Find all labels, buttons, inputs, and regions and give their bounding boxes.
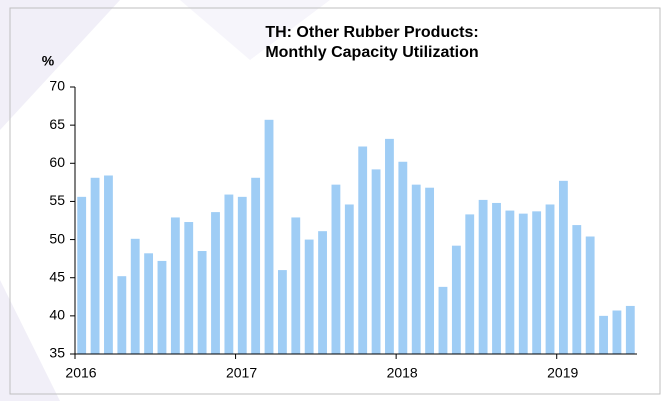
bar [251, 177, 261, 354]
background-shape [0, 0, 120, 130]
background-shape [0, 280, 60, 401]
bar [211, 212, 220, 354]
bar [130, 238, 140, 354]
chart-border [9, 7, 661, 395]
y-tick-label: 50 [49, 230, 65, 246]
bar [545, 204, 555, 354]
x-tick-label: 2016 [65, 365, 96, 381]
bar [170, 217, 180, 354]
bar [197, 251, 207, 354]
x-tick-label: 2017 [226, 365, 257, 381]
y-tick-label: 35 [49, 345, 65, 361]
bar [371, 169, 381, 354]
x-tick-label: 2018 [387, 365, 418, 381]
bar [438, 286, 448, 354]
bar [425, 187, 435, 354]
bar [585, 236, 595, 354]
bar [532, 211, 542, 354]
y-tick-label: 70 [49, 78, 65, 94]
bar [157, 260, 167, 354]
bar [304, 239, 314, 354]
bar [117, 276, 127, 354]
bar [478, 199, 488, 354]
bar [385, 138, 394, 354]
y-tick-label: 55 [49, 192, 65, 208]
bar [572, 225, 582, 354]
bar [465, 214, 475, 354]
bar [291, 217, 301, 354]
bar [505, 210, 515, 354]
bar [331, 184, 341, 354]
bar [599, 315, 608, 354]
bar [492, 202, 501, 354]
y-axis-label: % [42, 53, 55, 69]
chart-title: Monthly Capacity Utilization [265, 44, 478, 61]
y-tick-label: 40 [49, 307, 65, 323]
bar [90, 177, 100, 354]
y-tick-label: 65 [49, 116, 65, 132]
bar [612, 310, 622, 354]
chart-title: TH: Other Rubber Products: [265, 24, 478, 41]
y-tick-label: 60 [49, 154, 65, 170]
bar [451, 245, 461, 354]
bar [411, 184, 421, 354]
bar [264, 119, 274, 354]
bar [518, 213, 528, 354]
bar [358, 146, 368, 354]
bar [625, 305, 635, 354]
bar [184, 222, 194, 354]
bar [558, 180, 568, 354]
bar [237, 196, 247, 354]
bar [77, 196, 87, 354]
bar [224, 194, 234, 354]
bar [277, 270, 287, 354]
bar [398, 161, 408, 354]
bar [144, 253, 154, 354]
background-shape [180, 0, 330, 60]
y-tick-label: 45 [49, 268, 65, 284]
bar [104, 175, 113, 354]
bar [318, 231, 327, 354]
bar [344, 204, 354, 354]
x-tick-label: 2019 [547, 365, 578, 381]
